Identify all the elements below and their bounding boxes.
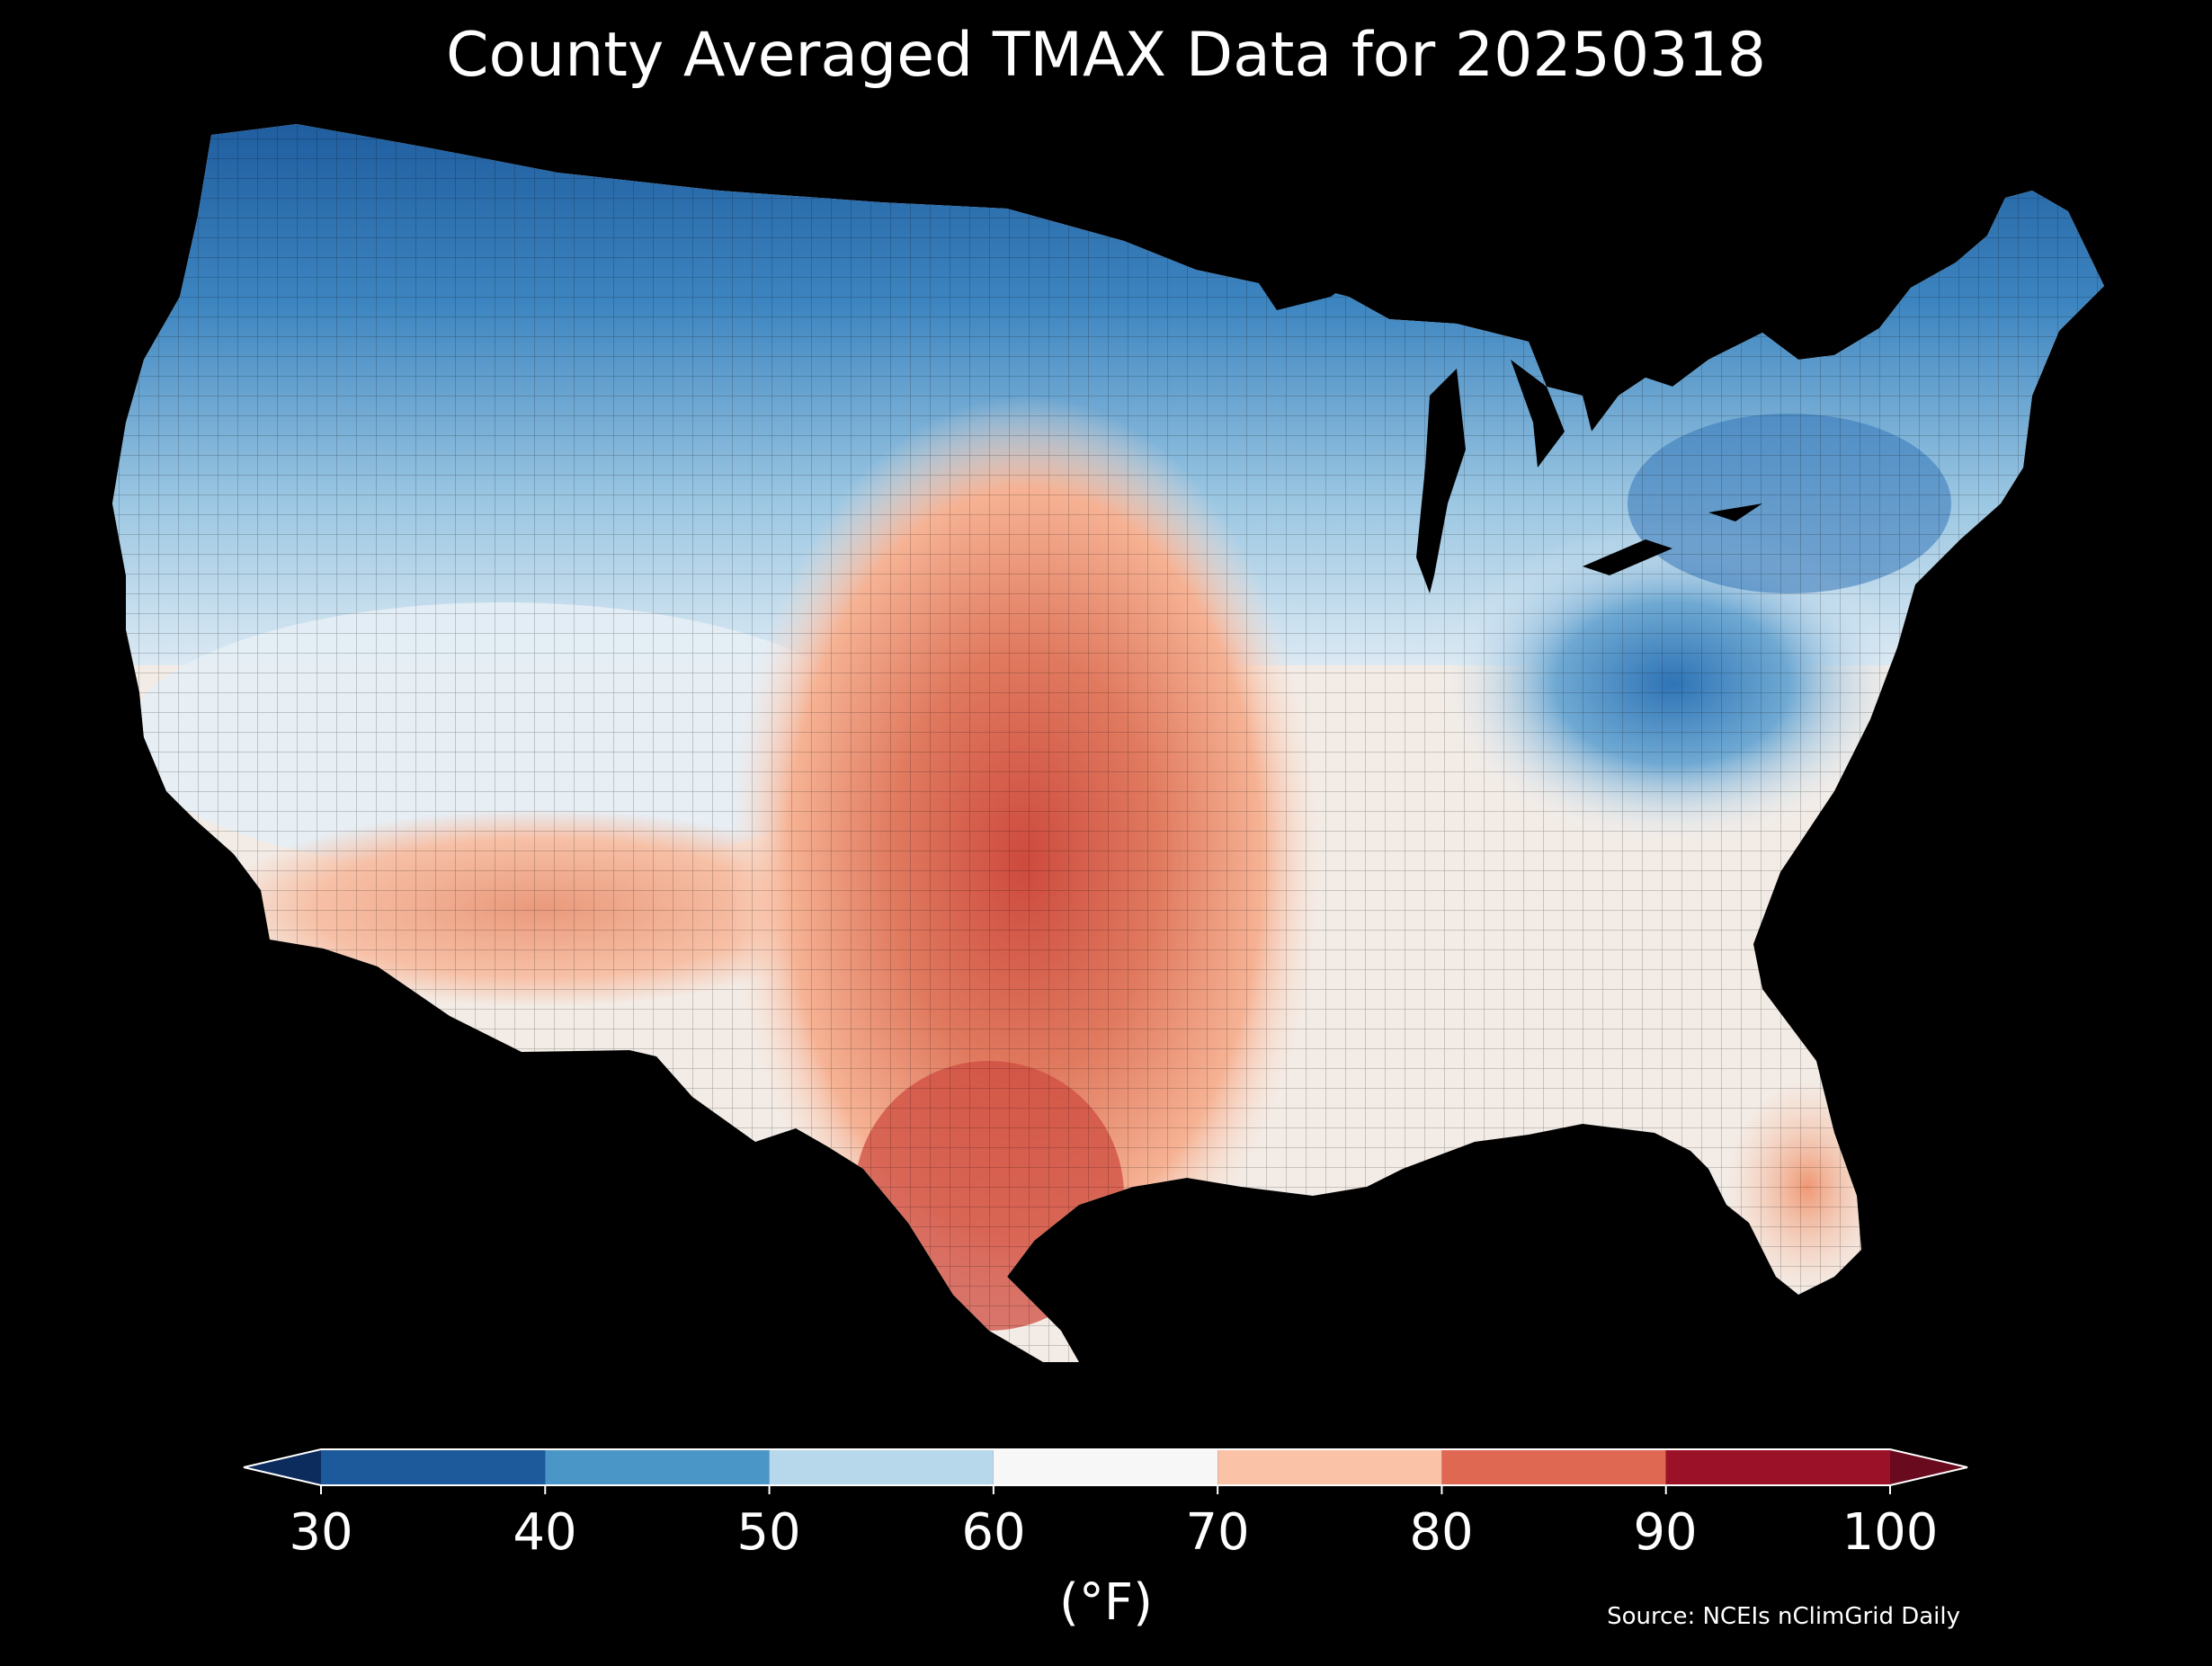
colorbar-bin [321,1449,546,1485]
colorbar-over-arrow [1890,1449,1967,1485]
colorbar-tick-label: 50 [736,1503,801,1562]
colorbar-unit-label: (°F) [1059,1573,1153,1632]
colorbar-tick-label: 60 [961,1503,1026,1562]
great-lakes [1259,270,1762,593]
colorbar-tick-label: 90 [1633,1503,1698,1562]
colorbar-bin [1665,1449,1890,1485]
colorbar [243,1448,1968,1494]
colorbar-tick-label: 70 [1185,1503,1250,1562]
colorbar-tick-label: 40 [513,1503,577,1562]
colorbar-bin [1441,1449,1666,1485]
source-note: Source: NCEIs nClimGrid Daily [1607,1603,1960,1630]
colorbar-tick-label: 100 [1842,1503,1939,1562]
colorbar-bin [769,1449,994,1485]
colorbar-bin [545,1449,770,1485]
colorbar-tick-label: 30 [289,1503,353,1562]
colorbar-tick-label: 80 [1409,1503,1474,1562]
colorbar-bin [1217,1449,1442,1485]
colorbar-bin [993,1449,1218,1485]
colorbar-under-arrow [244,1449,321,1485]
map-title: County Averaged TMAX Data for 20250318 [446,20,1766,91]
